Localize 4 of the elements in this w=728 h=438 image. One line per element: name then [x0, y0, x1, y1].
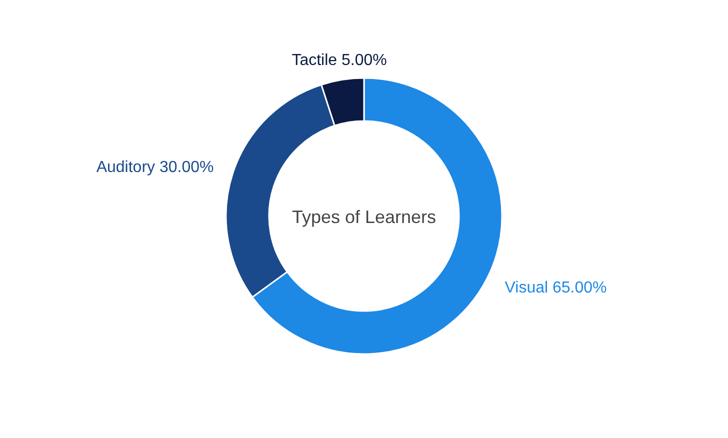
- slice-label: Auditory 30.00%: [96, 159, 214, 176]
- slice-label: Visual 65.00%: [504, 280, 607, 297]
- slice-label: Tactile 5.00%: [292, 52, 387, 69]
- text: Types of Learners: [292, 207, 436, 227]
